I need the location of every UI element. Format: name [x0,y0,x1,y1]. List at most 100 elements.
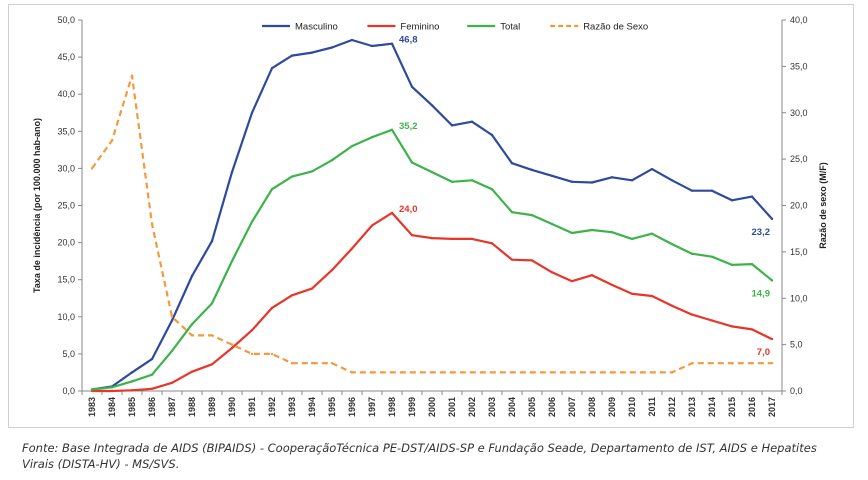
data-point [530,168,534,172]
data-point [430,104,434,107]
x-tick-label: 2011 [647,397,657,417]
data-point [270,67,274,70]
data-point [650,371,654,374]
data-point [410,233,414,237]
data-point [770,361,774,365]
x-tick-label: 1998 [387,397,397,417]
y-tick-label: 50,0 [57,15,75,25]
data-point [490,371,494,374]
legend-label: Feminino [400,22,439,33]
data-point [290,361,294,365]
data-point [530,213,534,217]
data-point [470,179,474,182]
y2-tick-label: 10,0 [790,293,808,303]
x-tick-label: 2000 [427,397,437,417]
data-point [310,287,314,290]
x-tick-label: 1983 [87,397,97,417]
data-point [270,352,274,356]
data-point [410,371,414,374]
data-point [770,337,774,341]
data-point [510,371,514,374]
data-point [210,239,214,243]
data-point [170,319,174,322]
x-tick-label: 1995 [327,397,337,417]
source-note: Fonte: Base Integrada de AIDS (BIPAIDS) … [22,441,817,471]
data-point [130,380,134,383]
x-tick-label: 2003 [487,397,497,417]
legend-label: Total [500,22,520,33]
data-point [190,274,194,278]
x-tick-label: 2010 [627,397,637,417]
data-point [690,313,694,316]
data-point [730,199,734,202]
y-tick-label: 40,0 [57,89,75,99]
x-tick-label: 1987 [167,397,177,417]
x-tick-label: 2007 [567,397,577,417]
data-point [450,371,454,374]
data-point [550,222,554,226]
data-point [250,220,254,224]
data-point [430,371,434,374]
data-point [150,373,154,376]
x-tick-label: 2001 [447,397,457,417]
data-point [150,387,154,390]
data-point [150,222,154,226]
data-point [610,231,614,234]
data-point [430,236,434,240]
x-tick-label: 1992 [267,397,277,417]
data-point [450,237,454,241]
y-tick-label: 25,0 [57,201,75,211]
data-point [490,133,494,137]
data-point [350,38,354,42]
data-point [630,292,634,295]
data-point [330,268,334,272]
data-point [190,370,194,373]
data-point [290,54,294,57]
chart-frame [8,4,854,428]
x-tick-label: 2009 [607,397,617,417]
data-point [110,139,114,142]
data-point [290,175,294,178]
data-point [230,343,234,346]
data-point [390,371,394,374]
data-point [750,195,754,198]
data-point [710,189,714,192]
data-point [470,237,474,241]
data-point [710,319,714,322]
data-point [670,371,674,374]
data-point [650,294,654,298]
data-point [610,176,614,179]
data-point [770,217,774,221]
y-tick-label: 10,0 [57,312,75,322]
data-point [390,128,394,132]
data-point [450,180,454,183]
data-point [190,323,194,326]
x-tick-label: 1996 [347,397,357,417]
data-point [570,231,574,235]
data-point [690,252,694,255]
legend-label: Razão de Sexo [583,22,648,33]
peak-data-label: 46,8 [399,35,418,46]
y2-tick-label: 25,0 [790,154,808,164]
y2-axis-title: Razão de sexo (M/F) [818,162,828,249]
data-point [370,224,374,227]
peak-data-label: 24,0 [399,204,418,215]
data-point [510,258,514,261]
x-tick-label: 1990 [227,397,237,417]
data-point [630,237,634,241]
data-point [650,232,654,235]
data-point [590,228,594,232]
data-point [330,361,334,365]
peak-data-label: 35,2 [399,121,418,132]
data-point [230,170,234,174]
data-point [450,124,454,127]
data-point [630,371,634,374]
x-tick-label: 1989 [207,397,217,417]
data-point [670,304,674,307]
data-point [170,315,174,318]
data-point [610,371,614,374]
x-tick-label: 2015 [727,397,737,417]
data-point [430,170,434,174]
data-point [410,161,414,164]
data-point [250,352,254,356]
